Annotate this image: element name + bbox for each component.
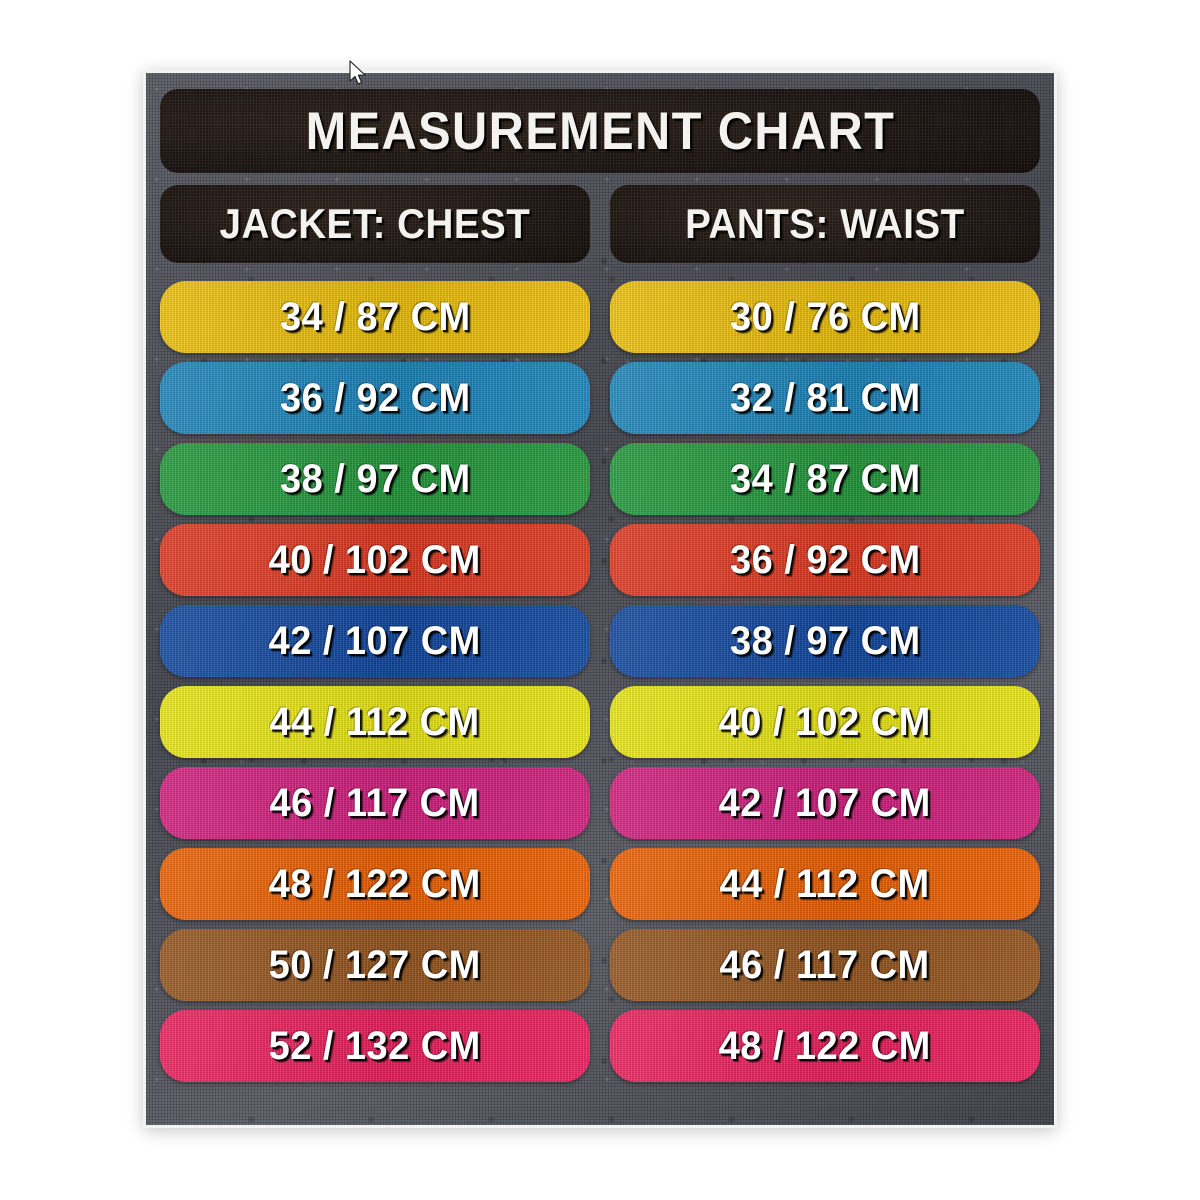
size-band-jacket-label: 38 / 97 CM — [279, 456, 471, 501]
size-band-rows: 34 / 87 CM 30 / 76 CM 36 / 92 CM 32 / 81 CM… — [160, 281, 1040, 1082]
size-band-jacket[interactable]: 42 / 107 CM — [160, 605, 590, 677]
table-row: 44 / 112 CM 40 / 102 CM — [160, 686, 1040, 758]
size-band-jacket-label: 52 / 132 CM — [268, 1023, 482, 1068]
size-band-pants[interactable]: 42 / 107 CM — [610, 767, 1040, 839]
size-band-jacket-label: 42 / 107 CM — [268, 618, 482, 663]
size-band-jacket[interactable]: 36 / 92 CM — [160, 362, 590, 434]
size-band-pants[interactable]: 34 / 87 CM — [610, 443, 1040, 515]
size-band-pants-label: 48 / 122 CM — [718, 1023, 932, 1068]
size-band-pants-label: 40 / 102 CM — [718, 699, 932, 744]
size-band-jacket[interactable]: 52 / 132 CM — [160, 1010, 590, 1082]
table-row: 46 / 117 CM 42 / 107 CM — [160, 767, 1040, 839]
size-band-pants-label: 44 / 112 CM — [719, 861, 931, 906]
measurement-chart-poster: MEASUREMENT CHART JACKET: CHEST PANTS: W… — [143, 70, 1057, 1128]
size-band-pants-label: 46 / 117 CM — [719, 942, 931, 987]
table-row: 40 / 102 CM 36 / 92 CM — [160, 524, 1040, 596]
column-header-row: JACKET: CHEST PANTS: WAIST — [160, 185, 1040, 263]
size-band-jacket[interactable]: 40 / 102 CM — [160, 524, 590, 596]
table-row: 42 / 107 CM 38 / 97 CM — [160, 605, 1040, 677]
table-row: 36 / 92 CM 32 / 81 CM — [160, 362, 1040, 434]
size-band-pants[interactable]: 40 / 102 CM — [610, 686, 1040, 758]
size-band-jacket-label: 48 / 122 CM — [268, 861, 482, 906]
size-band-pants[interactable]: 32 / 81 CM — [610, 362, 1040, 434]
size-band-pants-label: 42 / 107 CM — [718, 780, 932, 825]
size-band-pants[interactable]: 36 / 92 CM — [610, 524, 1040, 596]
size-band-pants[interactable]: 48 / 122 CM — [610, 1010, 1040, 1082]
size-band-jacket[interactable]: 44 / 112 CM — [160, 686, 590, 758]
size-band-jacket[interactable]: 48 / 122 CM — [160, 848, 590, 920]
size-band-jacket-label: 50 / 127 CM — [268, 942, 482, 987]
size-band-jacket[interactable]: 34 / 87 CM — [160, 281, 590, 353]
column-header-jacket-label: JACKET: CHEST — [219, 200, 531, 247]
size-band-pants[interactable]: 46 / 117 CM — [610, 929, 1040, 1001]
table-row: 48 / 122 CM 44 / 112 CM — [160, 848, 1040, 920]
size-band-jacket-label: 34 / 87 CM — [279, 294, 471, 339]
column-header-pants: PANTS: WAIST — [610, 185, 1040, 263]
column-header-jacket: JACKET: CHEST — [160, 185, 590, 263]
column-header-pants-label: PANTS: WAIST — [685, 200, 965, 247]
size-band-pants-label: 30 / 76 CM — [729, 294, 921, 339]
size-band-jacket-label: 36 / 92 CM — [279, 375, 471, 420]
size-band-jacket[interactable]: 38 / 97 CM — [160, 443, 590, 515]
size-band-pants-label: 36 / 92 CM — [729, 537, 921, 582]
size-band-pants-label: 34 / 87 CM — [729, 456, 921, 501]
size-band-pants[interactable]: 44 / 112 CM — [610, 848, 1040, 920]
size-band-pants[interactable]: 38 / 97 CM — [610, 605, 1040, 677]
table-row: 52 / 132 CM 48 / 122 CM — [160, 1010, 1040, 1082]
size-band-jacket[interactable]: 46 / 117 CM — [160, 767, 590, 839]
table-row: 38 / 97 CM 34 / 87 CM — [160, 443, 1040, 515]
size-band-pants[interactable]: 30 / 76 CM — [610, 281, 1040, 353]
size-band-jacket[interactable]: 50 / 127 CM — [160, 929, 590, 1001]
table-row: 50 / 127 CM 46 / 117 CM — [160, 929, 1040, 1001]
chart-title-bar: MEASUREMENT CHART — [160, 89, 1040, 173]
size-band-pants-label: 32 / 81 CM — [729, 375, 921, 420]
page-title: MEASUREMENT CHART — [305, 101, 895, 161]
size-band-pants-label: 38 / 97 CM — [729, 618, 921, 663]
size-band-jacket-label: 44 / 112 CM — [269, 699, 481, 744]
size-band-jacket-label: 46 / 117 CM — [269, 780, 481, 825]
table-row: 34 / 87 CM 30 / 76 CM — [160, 281, 1040, 353]
size-band-jacket-label: 40 / 102 CM — [268, 537, 482, 582]
